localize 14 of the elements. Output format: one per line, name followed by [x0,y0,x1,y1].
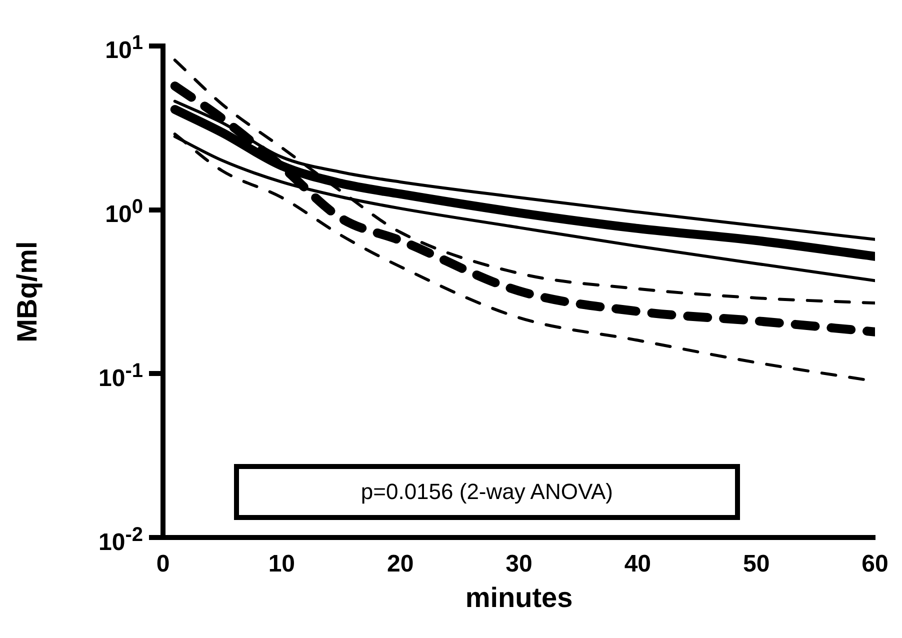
y-tick-label: 10$^{1}$ [105,31,143,65]
note-box: p=0.0156 (2-way ANOVA) [234,464,740,520]
y-tick-label: 10$^{0}$ [105,194,143,229]
y-axis-title: MBq/ml [12,241,43,342]
y-tick-label: 10$^{-1}$ [98,358,143,393]
x-tick-label: 10 [268,550,296,578]
x-tick-label: 0 [156,550,170,578]
x-tick-label: 30 [506,550,532,578]
x-tick-label: 40 [624,550,652,578]
x-tick-label: 60 [862,550,888,578]
x-tick-label: 20 [386,550,414,578]
x-tick-label: 50 [742,550,770,578]
x-axis-title: minutes [465,582,573,613]
y-tick-label: 10$^{-2}$ [98,522,143,557]
